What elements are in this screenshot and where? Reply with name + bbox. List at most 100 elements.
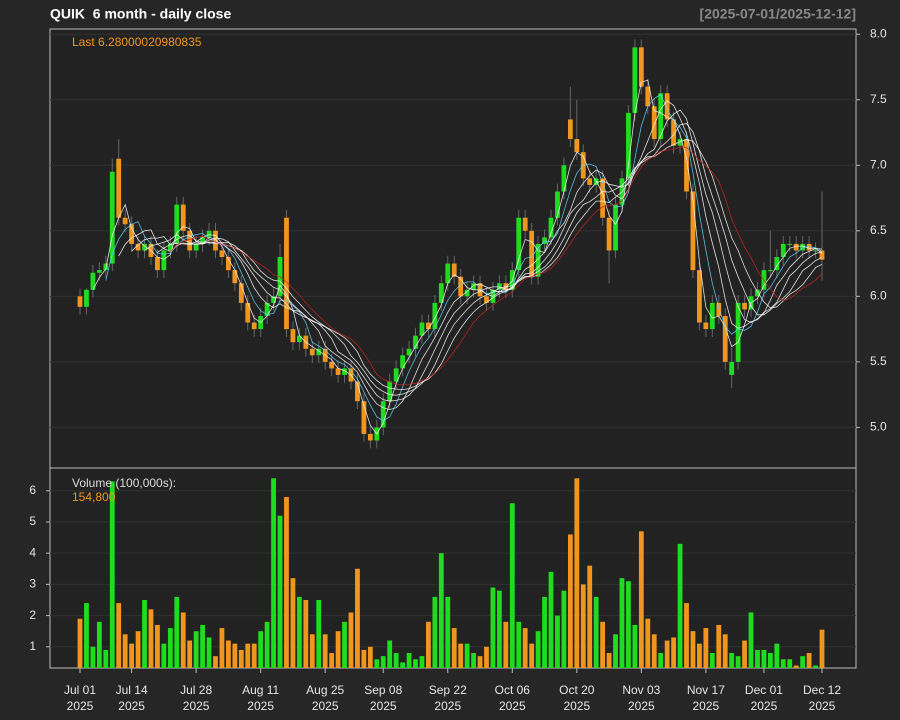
- x-tick-label: Sep 08: [364, 683, 402, 697]
- volume-bar: [200, 624, 205, 668]
- last-value: Last 6.28000020980835: [72, 35, 202, 49]
- volume-bar: [761, 649, 767, 668]
- candle-body: [361, 401, 367, 434]
- volume-bar: [226, 640, 231, 668]
- candle-body: [677, 139, 683, 146]
- candle-body: [251, 322, 257, 330]
- candle-body: [309, 348, 315, 356]
- candle-body: [690, 191, 696, 271]
- volume-bar: [142, 599, 147, 668]
- volume-bar: [290, 578, 296, 668]
- candle-body: [77, 296, 83, 307]
- candle-body: [432, 302, 438, 330]
- volume-bar: [742, 640, 747, 668]
- volume-bar: [613, 634, 618, 668]
- candle-body: [561, 165, 567, 192]
- volume-bar: [174, 596, 180, 668]
- volume-bar: [626, 581, 631, 668]
- volume-bar: [180, 612, 186, 668]
- volume-bar: [677, 543, 683, 668]
- volume-bar: [787, 659, 793, 668]
- candle-body: [606, 217, 612, 251]
- volume-bar: [451, 628, 457, 668]
- volume-bar: [587, 565, 593, 668]
- volume-bar: [296, 596, 302, 668]
- volume-bar: [445, 596, 451, 668]
- volume-bar: [638, 531, 644, 668]
- candle-body: [780, 243, 786, 258]
- candle-body: [516, 217, 522, 271]
- volume-bar: [600, 621, 606, 668]
- candle-body: [413, 335, 418, 349]
- x-tick-label: Oct 20: [559, 683, 595, 697]
- candle-body: [664, 93, 670, 120]
- candle-body: [722, 315, 728, 362]
- x-tick-label: 2025: [434, 699, 461, 713]
- candle-body: [626, 112, 631, 179]
- volume-bar: [393, 653, 399, 668]
- volume-bar: [335, 631, 341, 668]
- y-tick-label: 2: [29, 608, 36, 622]
- volume-bar: [271, 478, 276, 668]
- volume-label: Volume (100,000s):: [72, 476, 176, 490]
- volume-bar: [432, 596, 438, 668]
- volume-bar: [116, 603, 122, 668]
- candle-body: [264, 302, 270, 316]
- x-tick-label: Nov 03: [622, 683, 660, 697]
- volume-bar: [342, 621, 347, 668]
- candle-body: [458, 276, 464, 297]
- candle-body: [484, 296, 489, 303]
- candle-body: [613, 204, 618, 251]
- volume-bar: [651, 634, 657, 668]
- candle-body: [767, 270, 773, 272]
- volume-bar: [264, 621, 270, 668]
- moving-average: [105, 93, 823, 422]
- x-tick-label: 2025: [183, 699, 210, 713]
- y-tick-label: 6: [29, 483, 36, 497]
- y-tick-label: 4: [29, 545, 36, 559]
- volume-bar: [84, 603, 89, 668]
- volume-bar: [438, 553, 444, 668]
- candle-body: [535, 243, 541, 277]
- volume-bar: [729, 653, 735, 668]
- candle-body: [122, 217, 128, 225]
- chart-title: QUIK 6 month - daily close: [50, 6, 231, 22]
- volume-bar: [161, 643, 167, 668]
- x-tick-label: 2025: [67, 699, 94, 713]
- candle-body: [793, 243, 799, 251]
- volume-bar: [516, 621, 522, 668]
- candle-body: [213, 230, 218, 251]
- volume-bar: [632, 624, 638, 668]
- candle-body: [329, 361, 335, 369]
- candle-body: [245, 302, 251, 323]
- candle-body: [167, 243, 173, 251]
- volume-bar: [619, 578, 625, 668]
- volume-bar: [309, 634, 315, 668]
- x-tick-label: Dec 01: [745, 683, 783, 697]
- volume-bar: [664, 640, 670, 668]
- volume-bar: [109, 481, 115, 668]
- candle-body: [232, 270, 238, 284]
- candle-body: [697, 270, 702, 323]
- volume-bar: [284, 497, 289, 668]
- x-tick-label: Jul 28: [180, 683, 212, 697]
- candle-body: [219, 250, 225, 258]
- y-tick-label: 5.0: [870, 420, 887, 434]
- candle-body: [393, 368, 399, 382]
- volume-bar: [580, 584, 586, 668]
- volume-bar: [400, 662, 406, 668]
- y-tick-label: 1: [29, 639, 36, 653]
- x-tick-label: 2025: [809, 699, 836, 713]
- volume-bar: [800, 656, 806, 668]
- y-tick-label: 6.5: [870, 223, 887, 237]
- moving-average: [92, 79, 823, 435]
- candle-body: [658, 93, 664, 140]
- volume-bar: [522, 628, 528, 668]
- volume-bar: [129, 643, 135, 668]
- candle-body: [567, 119, 573, 140]
- candle-body: [638, 47, 644, 87]
- candle-body: [142, 243, 147, 251]
- volume-bar: [238, 649, 244, 668]
- volume-bar: [155, 624, 160, 668]
- volume-bar: [496, 590, 502, 668]
